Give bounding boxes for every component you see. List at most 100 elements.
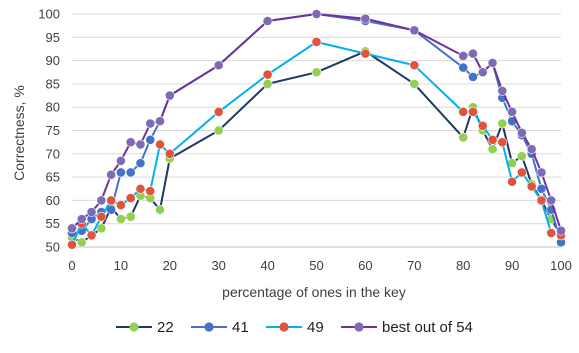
data-point bbox=[135, 183, 146, 194]
legend-label: 49 bbox=[307, 319, 324, 336]
y-tick-label: 55 bbox=[46, 216, 60, 231]
data-point bbox=[164, 90, 175, 101]
data-point bbox=[468, 106, 478, 117]
axes: 50 55 60 65 70 75 80 85 90 95 100 0 10 20 30 40 50 60 70 80… bbox=[38, 7, 572, 274]
data-point bbox=[145, 118, 156, 129]
data-point bbox=[556, 225, 566, 236]
series-49 bbox=[67, 37, 566, 250]
x-tick-label: 40 bbox=[260, 258, 274, 273]
data-point bbox=[409, 60, 420, 71]
legend-label: 41 bbox=[232, 319, 249, 336]
data-point bbox=[96, 211, 107, 222]
legend-label: best out of 54 bbox=[382, 319, 473, 336]
series-group bbox=[67, 9, 566, 250]
data-point bbox=[262, 79, 273, 89]
y-tick-label: 100 bbox=[38, 7, 60, 22]
data-point bbox=[67, 223, 77, 234]
data-point bbox=[536, 183, 547, 194]
data-point bbox=[116, 214, 126, 224]
x-tick-label: 100 bbox=[550, 258, 572, 273]
data-point bbox=[360, 48, 371, 59]
y-tick-label: 85 bbox=[46, 76, 60, 91]
data-point bbox=[409, 79, 420, 89]
data-point bbox=[125, 137, 136, 148]
data-point bbox=[507, 176, 517, 187]
data-point bbox=[213, 60, 224, 71]
data-point bbox=[360, 13, 371, 24]
data-point bbox=[311, 9, 322, 19]
data-point bbox=[262, 16, 273, 26]
y-tick-label: 75 bbox=[46, 123, 60, 138]
data-point bbox=[311, 37, 322, 47]
legend-item: 41 bbox=[191, 319, 249, 336]
legend: 22 41 49 best out of 54 bbox=[116, 319, 473, 336]
y-tick-label: 95 bbox=[46, 30, 60, 45]
data-point bbox=[409, 25, 420, 36]
data-point bbox=[76, 237, 87, 248]
legend-marker bbox=[279, 322, 289, 332]
x-axis-title: percentage of ones in the key bbox=[222, 284, 406, 300]
data-point bbox=[477, 120, 488, 131]
data-point bbox=[458, 132, 469, 143]
data-point bbox=[458, 106, 469, 117]
legend-marker bbox=[354, 322, 364, 332]
data-point bbox=[526, 144, 537, 155]
data-point bbox=[135, 139, 146, 150]
legend-marker bbox=[204, 322, 214, 332]
data-point bbox=[145, 186, 156, 196]
data-point bbox=[164, 148, 175, 159]
data-point bbox=[536, 167, 547, 178]
legend-label: 22 bbox=[157, 319, 174, 336]
data-point bbox=[96, 223, 107, 234]
data-point bbox=[67, 239, 77, 250]
y-tick-label: 70 bbox=[46, 146, 60, 161]
y-tick-label: 50 bbox=[46, 240, 60, 255]
y-tick-label: 90 bbox=[46, 53, 60, 68]
data-point bbox=[516, 127, 527, 138]
x-tick-label: 50 bbox=[309, 258, 323, 273]
data-point bbox=[468, 72, 478, 82]
series-best-out-of-54 bbox=[67, 9, 566, 236]
data-point bbox=[155, 139, 165, 150]
data-point bbox=[116, 155, 126, 166]
data-point bbox=[213, 106, 224, 117]
data-point bbox=[155, 204, 165, 215]
data-point bbox=[546, 195, 557, 206]
x-tick-label: 80 bbox=[456, 258, 470, 273]
data-point bbox=[497, 137, 508, 148]
data-point bbox=[86, 207, 97, 217]
y-tick-label: 80 bbox=[46, 100, 60, 115]
data-point bbox=[125, 167, 136, 178]
x-tick-label: 20 bbox=[163, 258, 177, 273]
data-point bbox=[497, 85, 508, 96]
data-point bbox=[125, 211, 136, 222]
data-point bbox=[477, 67, 488, 78]
data-point bbox=[106, 195, 117, 206]
x-tick-label: 0 bbox=[68, 258, 75, 273]
data-point bbox=[458, 62, 469, 73]
data-point bbox=[213, 125, 224, 136]
legend-marker bbox=[129, 322, 139, 332]
data-point bbox=[507, 106, 517, 117]
data-point bbox=[96, 195, 107, 206]
data-point bbox=[497, 118, 508, 129]
data-point bbox=[516, 151, 527, 162]
y-axis-title: Correctness, % bbox=[11, 85, 27, 181]
data-point bbox=[458, 51, 469, 61]
data-point bbox=[262, 69, 273, 80]
data-point bbox=[116, 200, 126, 210]
data-point bbox=[487, 134, 498, 145]
data-point bbox=[546, 228, 557, 238]
data-point bbox=[516, 167, 527, 178]
legend-item: 22 bbox=[116, 319, 174, 336]
data-point bbox=[86, 230, 97, 241]
data-point bbox=[135, 158, 146, 169]
data-point bbox=[125, 193, 136, 203]
data-point bbox=[487, 144, 498, 155]
x-tick-label: 70 bbox=[407, 258, 421, 273]
x-tick-label: 30 bbox=[211, 258, 225, 273]
data-point bbox=[487, 58, 498, 68]
data-point bbox=[311, 67, 322, 78]
